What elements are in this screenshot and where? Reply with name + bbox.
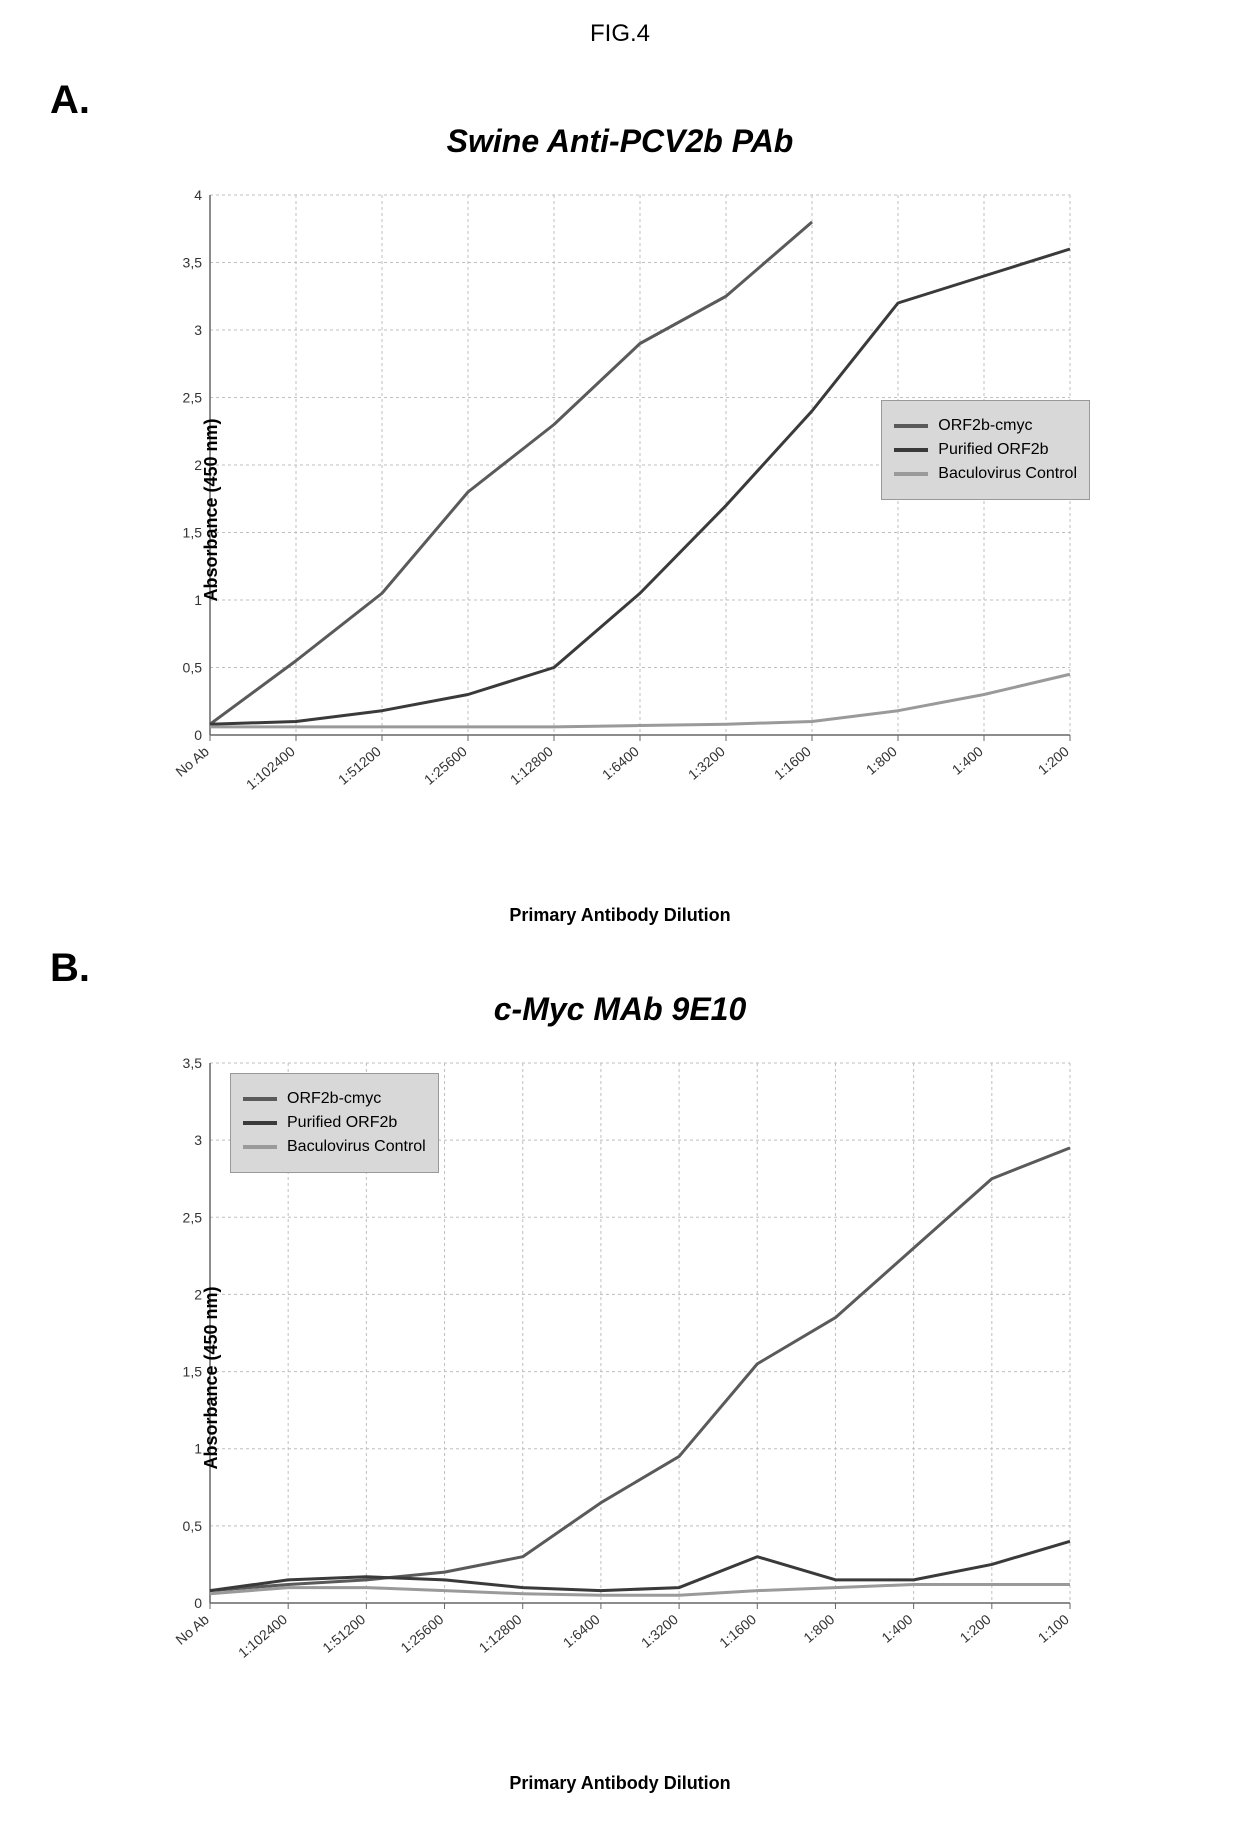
svg-text:1:102400: 1:102400 — [235, 1611, 290, 1661]
svg-text:1:3200: 1:3200 — [638, 1611, 681, 1651]
svg-text:No Ab: No Ab — [172, 1611, 212, 1648]
svg-text:0: 0 — [194, 1595, 202, 1611]
legend-row: ORF2b-cmyc — [894, 417, 1077, 435]
svg-text:2,5: 2,5 — [183, 390, 203, 406]
legend-swatch — [894, 448, 928, 452]
chart-b: Absorbance (450 nm) 00,511,522,533,5No A… — [130, 1043, 1110, 1713]
svg-text:1:400: 1:400 — [949, 743, 986, 778]
svg-text:0,5: 0,5 — [183, 660, 203, 676]
svg-text:1:6400: 1:6400 — [599, 743, 642, 783]
legend-swatch — [243, 1097, 277, 1101]
svg-text:1:200: 1:200 — [1035, 743, 1072, 778]
legend-label: Baculovirus Control — [938, 465, 1077, 483]
chart-a-title: Swine Anti-PCV2b PAb — [20, 123, 1220, 160]
legend-row: Baculovirus Control — [894, 465, 1077, 483]
legend-row: Purified ORF2b — [243, 1114, 426, 1132]
svg-text:3,5: 3,5 — [183, 255, 203, 271]
svg-text:1:1600: 1:1600 — [716, 1611, 759, 1651]
chart-legend: ORF2b-cmyc Purified ORF2b Baculovirus Cont… — [881, 400, 1090, 500]
svg-text:1:100: 1:100 — [1035, 1611, 1072, 1646]
svg-text:1:3200: 1:3200 — [685, 743, 728, 783]
chart-a-ylabel: Absorbance (450 nm) — [201, 418, 222, 601]
chart-b-title: c-Myc MAb 9E10 — [20, 991, 1220, 1028]
figure-label: FIG.4 — [20, 20, 1220, 48]
legend-label: Purified ORF2b — [287, 1114, 397, 1132]
svg-text:3: 3 — [194, 1132, 202, 1148]
svg-text:0,5: 0,5 — [183, 1518, 203, 1534]
chart-a-xlabel: Primary Antibody Dilution — [20, 905, 1220, 926]
svg-text:1:400: 1:400 — [878, 1611, 915, 1646]
legend-label: Baculovirus Control — [287, 1138, 426, 1156]
panel-a-letter: A. — [50, 78, 1220, 123]
svg-text:1:51200: 1:51200 — [335, 743, 384, 788]
svg-text:No Ab: No Ab — [172, 743, 212, 780]
svg-text:1:51200: 1:51200 — [319, 1611, 368, 1656]
chart-a: Absorbance (450 nm) 00,511,522,533,54No … — [130, 175, 1110, 845]
svg-text:3,5: 3,5 — [183, 1055, 203, 1071]
svg-text:1:25600: 1:25600 — [421, 743, 470, 788]
legend-swatch — [894, 424, 928, 428]
legend-swatch — [243, 1145, 277, 1149]
legend-label: Purified ORF2b — [938, 441, 1048, 459]
panel-b-letter: B. — [50, 946, 1220, 991]
svg-text:2,5: 2,5 — [183, 1209, 203, 1225]
svg-text:1,5: 1,5 — [183, 1364, 203, 1380]
svg-text:4: 4 — [194, 187, 202, 203]
chart-b-ylabel: Absorbance (450 nm) — [201, 1286, 222, 1469]
svg-text:1:12800: 1:12800 — [476, 1611, 525, 1656]
chart-b-xlabel: Primary Antibody Dilution — [20, 1773, 1220, 1794]
legend-label: ORF2b-cmyc — [938, 417, 1032, 435]
svg-text:1:800: 1:800 — [863, 743, 900, 778]
legend-label: ORF2b-cmyc — [287, 1090, 381, 1108]
chart-svg: 00,511,522,533,54No Ab1:1024001:512001:2… — [130, 175, 1110, 845]
svg-text:3: 3 — [194, 322, 202, 338]
legend-swatch — [894, 472, 928, 476]
svg-text:1:6400: 1:6400 — [560, 1611, 603, 1651]
svg-text:1:1600: 1:1600 — [771, 743, 814, 783]
svg-text:0: 0 — [194, 727, 202, 743]
svg-text:1,5: 1,5 — [183, 525, 203, 541]
legend-swatch — [243, 1121, 277, 1125]
svg-text:1:102400: 1:102400 — [243, 743, 298, 793]
legend-row: Baculovirus Control — [243, 1138, 426, 1156]
svg-text:1:12800: 1:12800 — [507, 743, 556, 788]
legend-row: Purified ORF2b — [894, 441, 1077, 459]
svg-text:1:200: 1:200 — [957, 1611, 994, 1646]
svg-text:1:25600: 1:25600 — [397, 1611, 446, 1656]
svg-text:1:800: 1:800 — [800, 1611, 837, 1646]
chart-legend: ORF2b-cmyc Purified ORF2b Baculovirus Cont… — [230, 1073, 439, 1173]
legend-row: ORF2b-cmyc — [243, 1090, 426, 1108]
